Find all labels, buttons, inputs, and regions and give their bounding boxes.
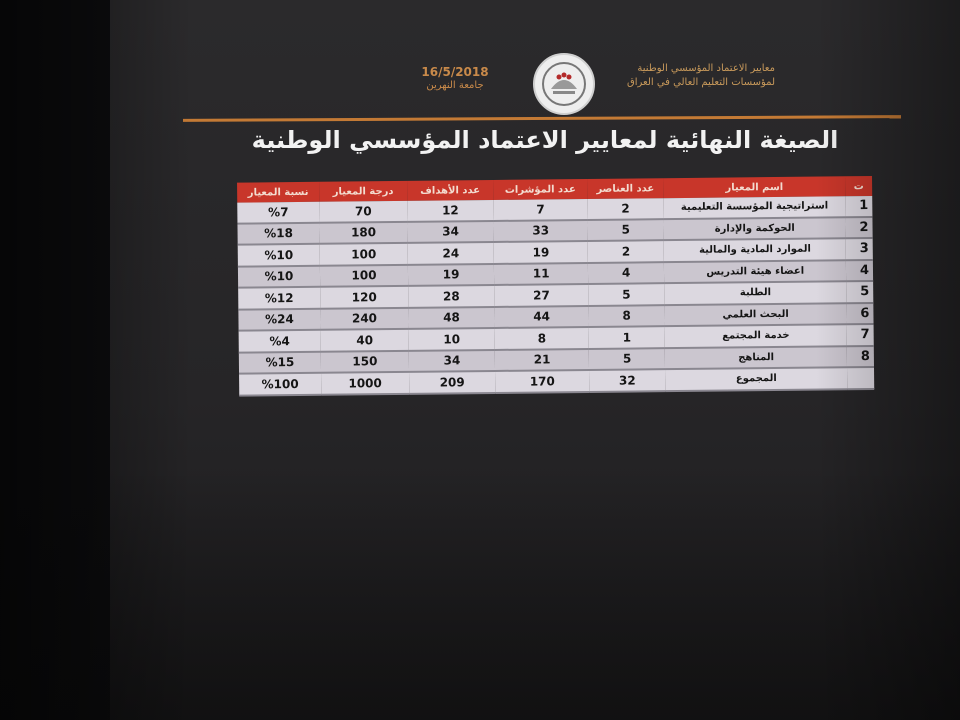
- cell-indicators: 27: [494, 283, 589, 307]
- cell-ratio: %100: [239, 372, 322, 396]
- cell-name: الموارد المادية والمالية: [663, 238, 847, 262]
- cell-ratio: %10: [237, 265, 321, 288]
- cell-elements: 5: [589, 347, 666, 370]
- cell-goals: 34: [408, 349, 496, 372]
- org-line-1: معايير الاعتماد المؤسسي الوطنية: [637, 63, 775, 74]
- cell-name: استراتيجية المؤسسة التعليمية: [663, 196, 846, 219]
- cell-n: 8: [847, 345, 875, 368]
- cell-n: [847, 366, 875, 389]
- col-header-number: ت: [845, 176, 873, 197]
- cell-elements: 1: [588, 326, 665, 349]
- col-header-goals: عدد الأهداف: [407, 179, 494, 201]
- cell-goals: 48: [408, 306, 495, 329]
- cell-name: الطلبة: [664, 281, 847, 305]
- cell-goals: 34: [407, 220, 494, 243]
- cell-ratio: %18: [237, 222, 320, 245]
- cell-goals: 24: [407, 241, 494, 265]
- cell-elements: 32: [589, 369, 666, 392]
- university-seal-icon: [533, 53, 595, 115]
- cell-elements: 8: [588, 304, 665, 327]
- cell-ratio: %7: [237, 201, 320, 224]
- cell-indicators: 170: [495, 369, 590, 393]
- cell-n: 2: [845, 216, 873, 239]
- cell-n: 4: [846, 259, 874, 282]
- cell-goals: 10: [408, 327, 495, 351]
- date-block: 16/5/2018 جامعة النهرين: [410, 66, 500, 92]
- lower-screen-area: [0, 470, 960, 720]
- cell-name: البحث العلمي: [664, 302, 847, 327]
- cell-score: 70: [319, 200, 408, 223]
- cell-goals: 209: [409, 370, 496, 394]
- col-header-score: درجة المعيار: [318, 180, 408, 202]
- cell-name: اعضاء هيئة التدريس: [663, 259, 847, 284]
- cell-goals: 28: [408, 284, 495, 308]
- cell-elements: 4: [588, 261, 665, 284]
- cell-elements: 5: [588, 283, 665, 306]
- cell-n: 3: [846, 237, 873, 260]
- cell-ratio: %15: [238, 351, 321, 374]
- cell-ratio: %10: [237, 243, 320, 267]
- org-heading: معايير الاعتماد المؤسسي الوطنية لمؤسسات …: [605, 62, 775, 90]
- cell-score: 100: [319, 264, 409, 287]
- cell-n: 5: [846, 280, 874, 303]
- cell-score: 150: [320, 350, 410, 373]
- cell-score: 1000: [320, 371, 410, 395]
- col-header-indicators: عدد المؤشرات: [493, 178, 588, 200]
- col-header-elements: عدد العناصر: [587, 178, 664, 199]
- cell-name: خدمة المجتمع: [664, 324, 848, 348]
- cell-name: الحوكمة والإدارة: [663, 216, 847, 241]
- cell-score: 240: [320, 307, 409, 330]
- cell-elements: 2: [587, 198, 664, 220]
- col-header-ratio: نسبة المعيار: [237, 181, 320, 203]
- standards-table: ت اسم المعيار عدد العناصر عدد المؤشرات ع…: [237, 176, 875, 396]
- cell-n: 7: [846, 323, 874, 346]
- cell-goals: 19: [407, 263, 495, 286]
- cell-indicators: 11: [493, 262, 589, 285]
- cell-score: 40: [320, 328, 409, 352]
- cell-indicators: 8: [494, 326, 590, 350]
- cell-name: المجموع: [665, 367, 848, 391]
- cell-n: 6: [846, 302, 874, 325]
- cell-indicators: 19: [493, 240, 589, 264]
- cell-score: 180: [319, 221, 408, 244]
- col-header-name: اسم المعيار: [663, 176, 846, 199]
- cell-elements: 2: [587, 240, 664, 263]
- cell-indicators: 33: [493, 219, 588, 242]
- cell-ratio: %4: [238, 329, 321, 353]
- cell-goals: 12: [407, 199, 494, 222]
- university-name: جامعة النهرين: [426, 80, 484, 91]
- cell-ratio: %12: [238, 286, 321, 310]
- cell-ratio: %24: [238, 308, 321, 331]
- slide-title: الصيغة النهائية لمعايير الاعتماد المؤسسي…: [251, 126, 839, 154]
- cell-score: 100: [319, 242, 408, 266]
- cell-indicators: 7: [493, 198, 588, 221]
- org-line-2: لمؤسسات التعليم العالي في العراق: [626, 77, 775, 88]
- cell-score: 120: [320, 285, 409, 309]
- cell-name: المناهج: [664, 345, 848, 370]
- cell-elements: 5: [587, 218, 664, 241]
- date: 16/5/2018: [421, 65, 489, 79]
- cell-n: 1: [845, 195, 873, 217]
- cell-indicators: 44: [494, 305, 589, 328]
- cell-indicators: 21: [494, 348, 590, 371]
